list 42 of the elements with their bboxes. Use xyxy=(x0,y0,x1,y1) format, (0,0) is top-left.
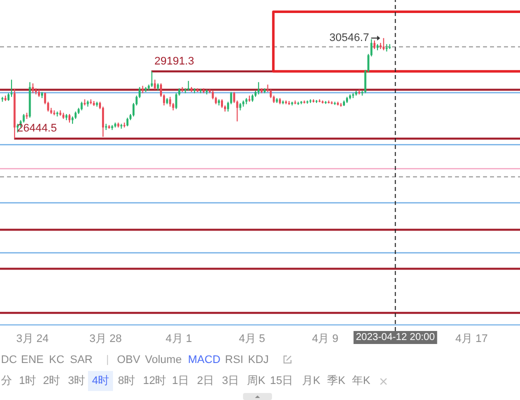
candlestick xyxy=(169,96,172,108)
text: ENE xyxy=(21,353,44,367)
candlestick xyxy=(175,92,178,110)
text: 8时 xyxy=(118,374,136,388)
text: 2时 xyxy=(43,374,60,388)
text: Volume xyxy=(145,353,182,367)
ref-line-label: 29191.3 xyxy=(154,55,194,68)
candlestick xyxy=(32,82,34,94)
text: 15日 xyxy=(270,374,294,388)
text: 1时 xyxy=(19,374,36,388)
x-tick-label: 4月 1 xyxy=(166,332,192,345)
x-tick-label: 3月 24 xyxy=(16,332,49,345)
text: 4时 xyxy=(88,371,114,391)
x-tick-label: 4月 17 xyxy=(455,332,488,345)
x-tick-label: 4月 9 xyxy=(312,332,338,345)
text: KC xyxy=(49,353,64,367)
candlestick xyxy=(258,82,260,95)
candlestick xyxy=(10,79,13,98)
annotation: 30546.7 xyxy=(329,32,370,44)
text: KDJ xyxy=(248,353,269,367)
text: SAR xyxy=(70,353,93,367)
text: 2日 xyxy=(197,374,214,388)
text: 年K xyxy=(352,374,370,388)
text: 3日 xyxy=(222,374,240,388)
text: MACD xyxy=(188,353,220,367)
text: RSI xyxy=(225,353,244,367)
candlestick xyxy=(154,79,156,90)
text: OBV xyxy=(117,353,140,367)
text: 12时 xyxy=(143,374,166,388)
candlestick xyxy=(150,70,153,88)
candlestick xyxy=(382,38,385,51)
ref-line-label: 2023-04-12 20:00 xyxy=(356,332,436,343)
x-tick-label: 3月 28 xyxy=(89,332,122,345)
text: DC xyxy=(1,353,17,367)
text: 季K xyxy=(327,374,346,388)
text: 1日 xyxy=(172,374,190,388)
candlestick xyxy=(102,106,104,138)
text: 周K xyxy=(247,374,266,388)
text: 分 xyxy=(1,374,12,388)
x-tick-label: 4月 5 xyxy=(238,332,266,345)
text: 3时 xyxy=(68,374,86,388)
text: 月K xyxy=(302,374,320,388)
